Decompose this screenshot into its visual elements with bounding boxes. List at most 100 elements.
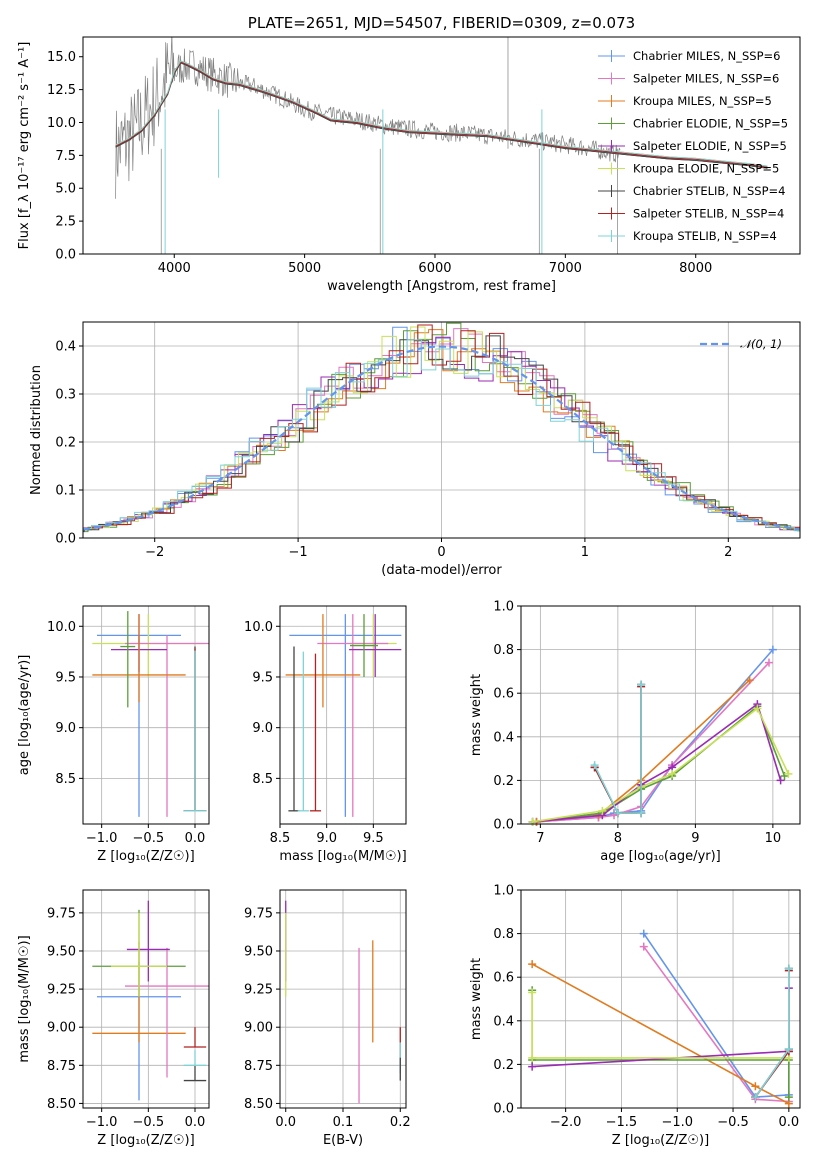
mass-weight-marker-kroupa_elodie	[528, 817, 537, 826]
y-tick-label: 8.5	[55, 772, 76, 787]
x-tick-label: −2	[145, 545, 164, 560]
axes-frame	[82, 605, 210, 825]
y-tick-label: 10.0	[47, 620, 76, 635]
y-tick-label: 9.75	[244, 906, 273, 921]
x-tick-label: −0.5	[133, 1115, 165, 1130]
mass-weight-line-salpeter_miles	[643, 946, 789, 1103]
y-tick-label: 7.5	[55, 149, 76, 164]
y-tick-label: 9.50	[47, 944, 76, 959]
y-tick-label: 10.0	[244, 620, 273, 635]
mass-weight-line-salpeter_stelib	[754, 970, 790, 1098]
y-axis-label: mass [log₁₀(M/M☉)]	[17, 935, 32, 1062]
legend-label-normal: 𝒩(0, 1)	[740, 337, 782, 351]
x-tick-label: 7000	[549, 261, 582, 276]
plot-area-mass_weight_vs_Z	[528, 929, 793, 1108]
legend-label-salpeter_miles: Salpeter MILES, N_SSP=6	[633, 72, 779, 86]
plot-area-mass_vs_ebv	[285, 900, 401, 1104]
x-tick-label: 2	[724, 545, 732, 560]
plot-area-age_vs_mass	[285, 614, 402, 817]
plot-area-mass_vs_Z	[92, 900, 209, 1101]
legend-label-chabrier_stelib: Chabrier STELIB, N_SSP=4	[633, 184, 785, 198]
mass-weight-line-kroupa_stelib	[754, 968, 790, 1098]
y-tick-label: 0.4	[55, 340, 76, 355]
x-tick-label: 7	[536, 831, 544, 846]
mass-weight-marker-kroupa_stelib	[751, 1093, 760, 1102]
y-tick-label: 8.75	[244, 1059, 273, 1074]
observed-spectrum	[115, 37, 621, 199]
y-tick-label: 9.00	[244, 1021, 273, 1036]
x-tick-label: 8.5	[270, 831, 291, 846]
mass-weight-marker-salpeter_elodie	[528, 1062, 537, 1071]
mass-weight-marker-kroupa_stelib	[784, 1045, 793, 1054]
plot-area-residuals	[83, 322, 800, 533]
y-tick-label: 8.50	[244, 1097, 273, 1112]
axes-residuals: −2 −1 0 1 2 0.0 0.1 0.2 0.3 0.4 (data-model)/error…	[29, 321, 801, 578]
chart-title: PLATE=2651, MJD=54507, FIBERID=0309, z=0…	[248, 14, 635, 32]
x-tick-label: −1.0	[86, 831, 118, 846]
mass-weight-marker-kroupa_stelib	[590, 761, 599, 770]
legend-label-kroupa_stelib: Kroupa STELIB, N_SSP=4	[633, 229, 777, 243]
x-tick-label: 0.0	[185, 831, 206, 846]
legend-residuals: 𝒩(0, 1)	[700, 337, 782, 351]
mass-weight-marker-kroupa_elodie	[528, 988, 537, 997]
x-tick-label: −1.5	[606, 1115, 638, 1130]
y-axis-label: Flux [f_λ 10⁻¹⁷ erg cm⁻² s⁻¹ A⁻¹]	[17, 42, 32, 250]
x-axis-label: E(B-V)	[323, 1133, 363, 1148]
mass-weight-line-chabrier_miles	[643, 933, 790, 1098]
y-tick-label: 5.0	[55, 182, 76, 197]
x-tick-label: 8000	[679, 261, 712, 276]
x-tick-label: 0	[437, 545, 445, 560]
x-axis-label: Z [log₁₀(Z/Z☉)]	[97, 849, 194, 864]
y-tick-label: 8.75	[47, 1059, 76, 1074]
x-tick-label: 6000	[418, 261, 451, 276]
y-tick-label: 9.75	[47, 906, 76, 921]
axes-mass_weight_vs_age: 7 8 9 10 0.0 0.2 0.4 0.6 0.8 1.0 age [log₁₀(age/yr…	[469, 600, 801, 864]
mass-weight-marker-kroupa_miles	[745, 676, 754, 685]
legend-label-salpeter_stelib: Salpeter STELIB, N_SSP=4	[633, 207, 784, 221]
mass-weight-marker-kroupa_miles	[528, 960, 537, 969]
mass-weight-line-salpeter_miles	[536, 662, 770, 823]
x-tick-label: 1	[581, 545, 589, 560]
plot-area-age_vs_Z	[92, 611, 209, 817]
x-axis-label: mass [log₁₀(M/M☉)]	[279, 849, 406, 864]
y-tick-label: 8.5	[252, 772, 273, 787]
y-tick-label: 12.5	[47, 83, 76, 98]
y-tick-label: 0.2	[493, 774, 514, 789]
mass-weight-marker-kroupa_elodie	[598, 806, 607, 815]
mass-weight-line-chabrier_elodie	[531, 990, 790, 1098]
x-axis-label: wavelength [Angstrom, rest frame]	[327, 279, 556, 294]
y-tick-label: 0.0	[493, 1102, 514, 1117]
y-tick-label: 9.50	[244, 944, 273, 959]
mass-weight-line-salpeter_elodie	[532, 702, 782, 823]
x-axis-label: age [log₁₀(age/yr)]	[600, 849, 721, 864]
normal-distribution-curve	[83, 345, 800, 531]
mass-weight-marker-kroupa_elodie	[784, 769, 793, 778]
y-tick-label: 9.0	[55, 721, 76, 736]
mass-weight-line-kroupa_stelib	[593, 684, 642, 814]
y-tick-label: 2.5	[55, 215, 76, 230]
axes-frame	[82, 36, 801, 255]
axes-frame	[520, 889, 801, 1109]
x-tick-label: 9.0	[316, 831, 337, 846]
mass-weight-line-kroupa_elodie	[531, 992, 789, 1059]
x-tick-label: 9.5	[363, 831, 384, 846]
mass-weight-marker-salpeter_miles	[639, 942, 648, 951]
axes-age_vs_Z: −1.0 −0.5 0.0 8.5 9.0 9.5 10.0 Z [log₁₀(Z/Z☉)] a…	[17, 605, 210, 864]
y-tick-label: 1.0	[493, 600, 514, 615]
mass-weight-marker-kroupa_stelib	[784, 964, 793, 973]
mass-weight-line-kroupa_miles	[531, 963, 790, 1105]
y-tick-label: 0.4	[493, 1014, 514, 1029]
y-tick-label: 0.8	[493, 927, 514, 942]
y-axis-label: Normed distribution	[29, 365, 44, 495]
x-tick-label: 9	[691, 831, 699, 846]
legend-label-chabrier_elodie: Chabrier ELODIE, N_SSP=5	[633, 117, 788, 131]
axes-frame	[82, 889, 210, 1109]
axes-frame	[520, 605, 801, 825]
x-axis-label: Z [log₁₀(Z/Z☉)]	[97, 1133, 194, 1148]
legend-label-kroupa_miles: Kroupa MILES, N_SSP=5	[633, 94, 772, 108]
y-tick-label: 9.5	[55, 670, 76, 685]
model-spectrum-kroupa_stelib	[115, 60, 768, 167]
y-tick-label: 0.3	[55, 388, 76, 403]
x-tick-label: 0.0	[185, 1115, 206, 1130]
x-tick-label: 10	[765, 831, 782, 846]
